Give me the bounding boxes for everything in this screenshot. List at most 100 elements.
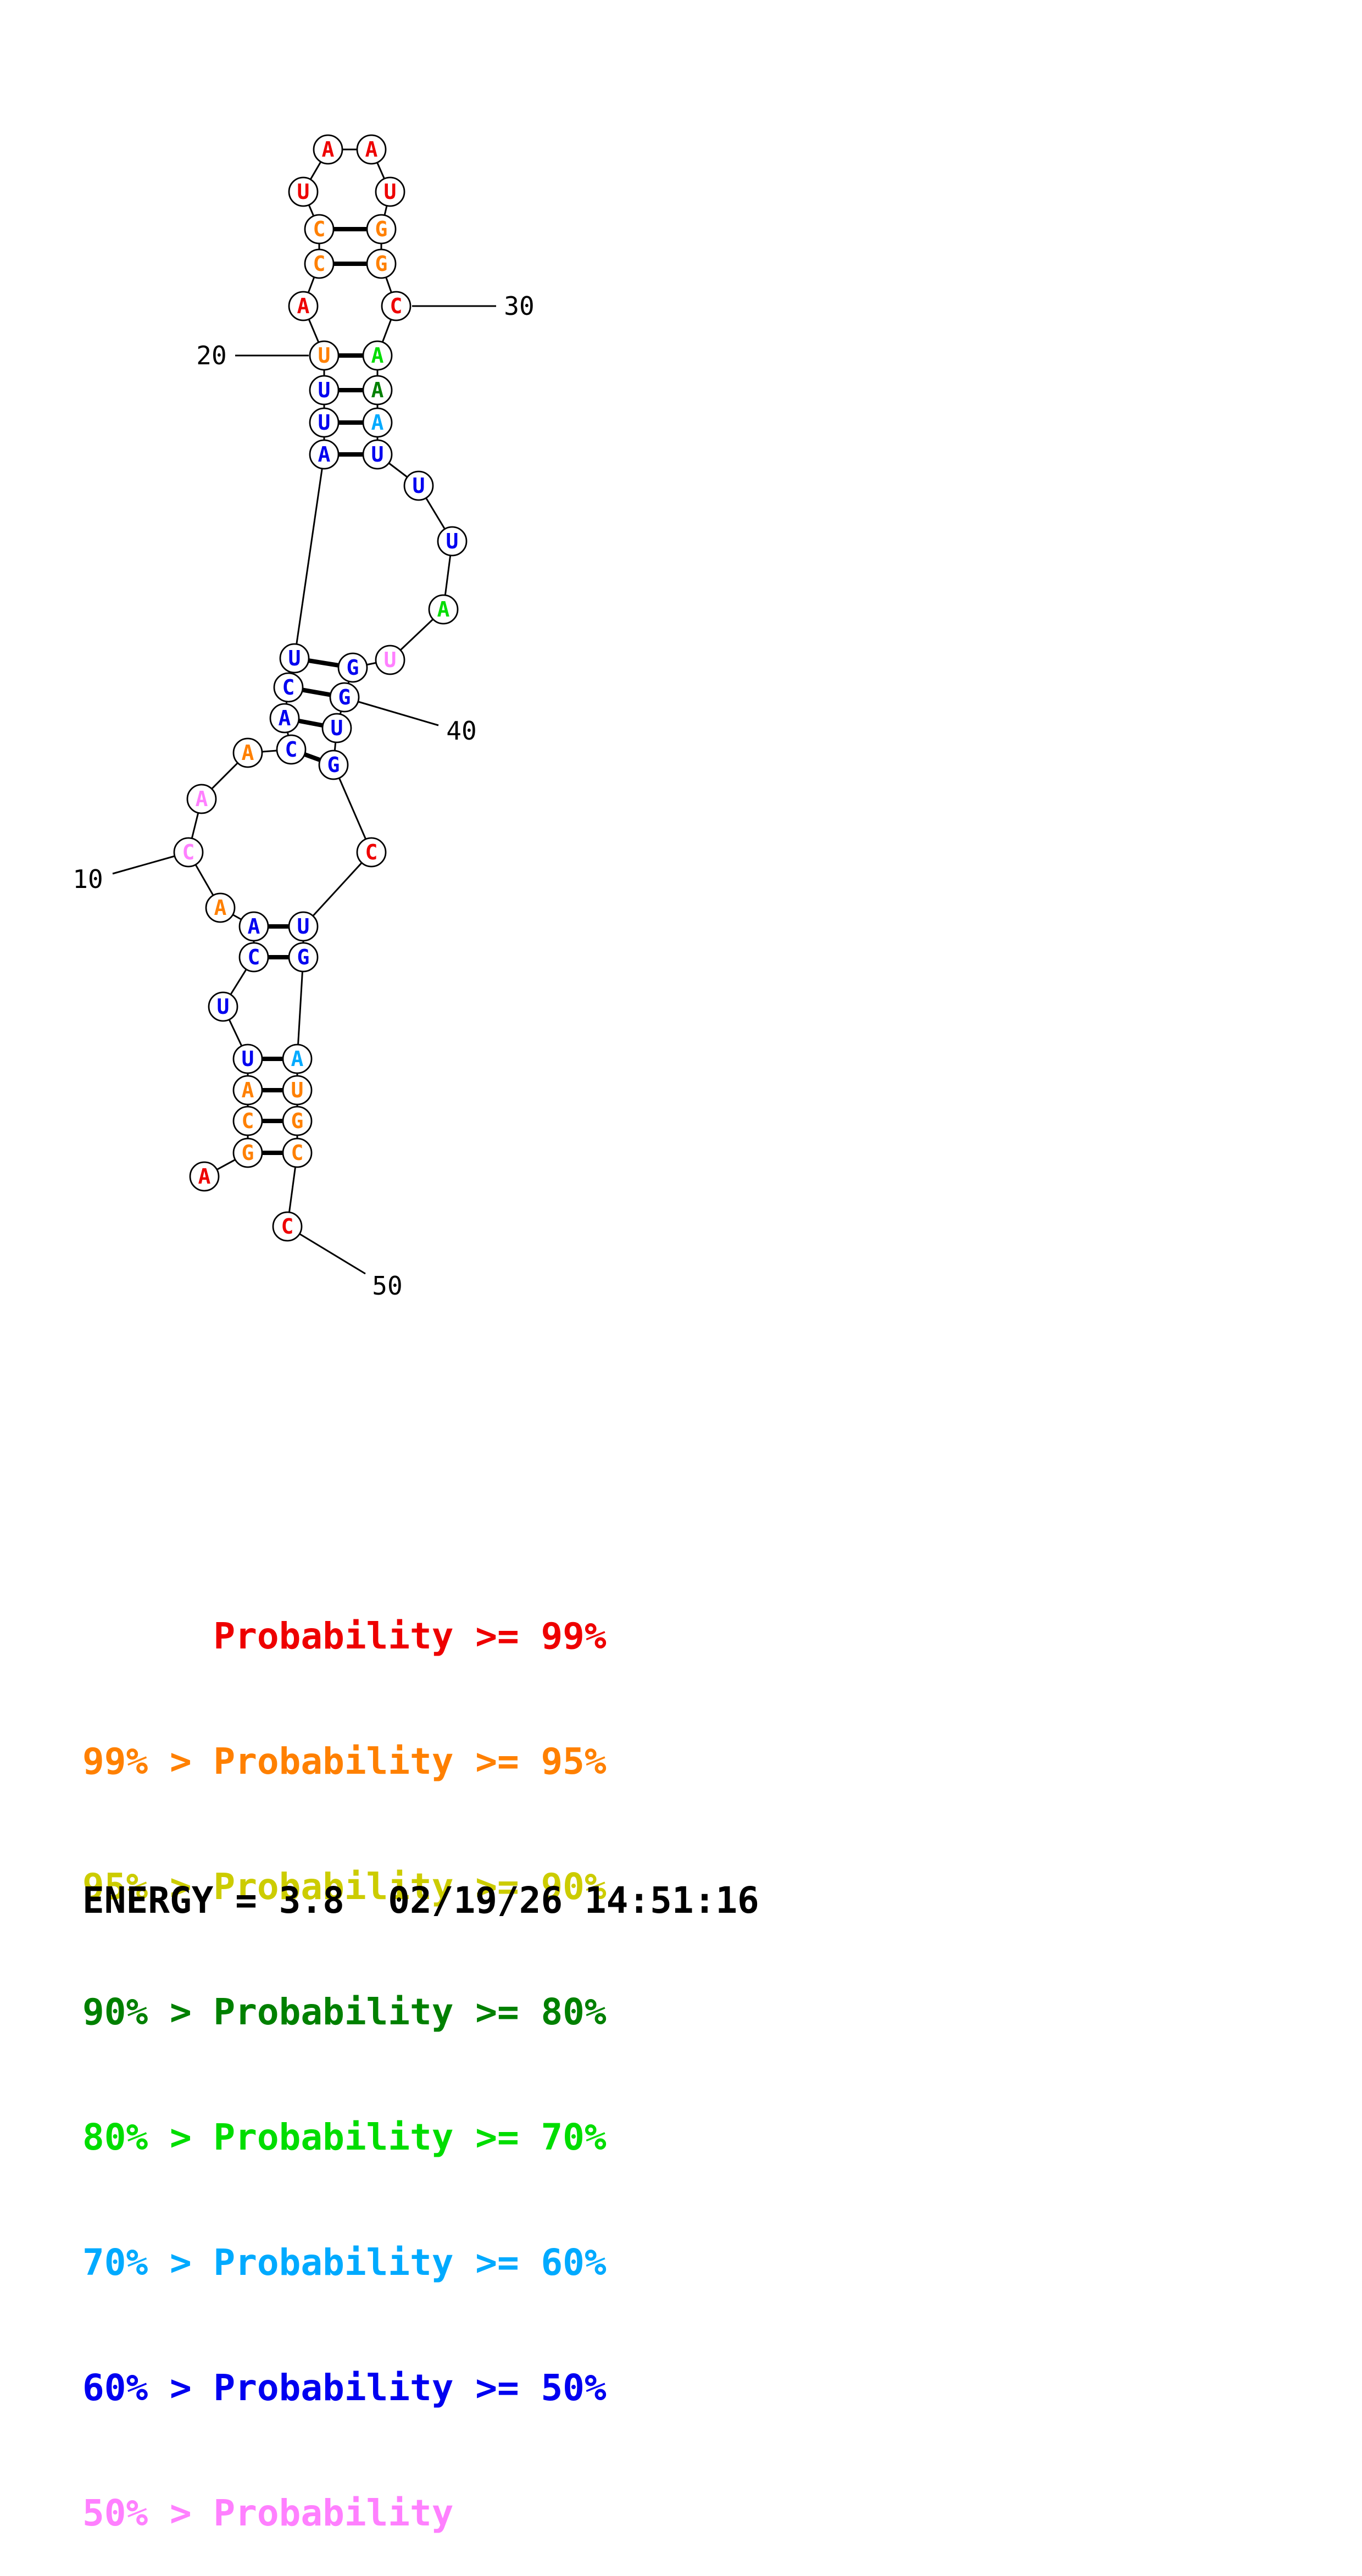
nucleotide-circle-16 (279, 643, 310, 674)
nucleotide-circle-8 (238, 911, 269, 942)
nucleotide-circle-13 (276, 734, 307, 765)
nucleotide-letter-34: U (371, 442, 384, 467)
nucleotide-letter-38: U (384, 648, 397, 672)
nucleotide-circle-12 (232, 737, 263, 768)
nucleotide-letter-18: U (318, 410, 331, 435)
backbone-line (296, 957, 304, 1059)
nucleotide-circle-5 (232, 1043, 263, 1074)
legend-entry-60: 70% > Probability >= 60% (82, 2241, 607, 2284)
nucleotide-circle-4 (232, 1075, 263, 1106)
nucleotide-letter-49: C (291, 1141, 304, 1165)
nucleotide-circle-49 (282, 1137, 313, 1168)
nucleotide-circle-48 (282, 1106, 313, 1136)
nucleotide-circle-25 (313, 134, 343, 165)
nucleotide-circle-22 (304, 248, 335, 279)
nucleotide-letter-13: C (285, 737, 298, 762)
nucleotide-circle-44 (288, 911, 319, 942)
nucleotide-letter-33: A (371, 410, 384, 435)
nucleotide-letter-16: U (288, 646, 301, 670)
nucleotide-letter-11: A (196, 787, 208, 811)
nucleotide-circle-23 (304, 214, 335, 245)
leader-line (112, 855, 175, 875)
backbone-line (293, 454, 325, 659)
nucleotide-letter-43: C (365, 840, 378, 864)
nucleotide-circle-18 (309, 407, 340, 438)
position-label-20: 20 (196, 341, 226, 370)
legend-entry-90: 95% > Probability >= 90% (82, 1866, 607, 1908)
nucleotide-letter-17: A (318, 442, 331, 467)
nucleotide-letter-8: A (248, 914, 260, 939)
nucleotide-circle-40 (329, 682, 360, 713)
nucleotide-circle-28 (366, 214, 397, 245)
nucleotide-circle-46 (282, 1043, 313, 1074)
nucleotide-letter-50: C (281, 1214, 294, 1239)
nucleotide-circle-10 (173, 837, 204, 868)
nucleotide-letter-19: U (318, 378, 331, 402)
nucleotide-circle-7 (238, 942, 269, 973)
nucleotide-letter-36: U (446, 529, 459, 553)
nucleotide-letter-44: U (297, 914, 310, 939)
nucleotide-circle-17 (309, 439, 340, 470)
nucleotide-circle-43 (356, 837, 387, 868)
nucleotide-circle-26 (356, 134, 387, 165)
nucleotide-letter-39: G (347, 656, 359, 680)
nucleotide-circle-20 (309, 340, 340, 371)
legend-entry-low: 50% > Probability (82, 2492, 454, 2534)
nucleotide-circle-30 (381, 291, 412, 321)
nucleotide-circle-50 (272, 1211, 303, 1242)
nucleotide-circle-31 (362, 340, 393, 371)
legend-entry-95: 99% > Probability >= 95% (82, 1740, 607, 1783)
nucleotide-circle-38 (375, 645, 405, 675)
nucleotide-letter-42: G (327, 753, 340, 777)
legend-entry-70: 80% > Probability >= 70% (82, 2116, 607, 2158)
backbone-line (302, 851, 373, 928)
nucleotide-letter-35: U (413, 474, 425, 498)
nucleotide-circle-41 (321, 713, 352, 743)
nucleotide-circle-42 (318, 750, 349, 780)
nucleotide-circle-32 (362, 375, 393, 406)
nucleotide-circle-33 (362, 407, 393, 438)
nucleotide-letter-2: G (242, 1141, 254, 1165)
nucleotide-circle-2 (232, 1137, 263, 1168)
nucleotide-circle-3 (232, 1106, 263, 1136)
leader-line (358, 701, 439, 726)
nucleotide-circle-21 (288, 291, 319, 321)
nucleotide-letter-24: U (297, 180, 310, 204)
nucleotide-circle-35 (403, 470, 434, 501)
leader-line (299, 1233, 366, 1275)
nucleotide-letter-21: A (297, 294, 310, 318)
nucleotide-letter-22: C (313, 252, 326, 276)
energy-footer: ENERGY = 3.8 02/19/26 14:51:16 (82, 1879, 759, 1922)
nucleotide-letter-1: A (198, 1164, 211, 1189)
nucleotide-circle-37 (428, 594, 459, 625)
nucleotide-circle-36 (437, 526, 468, 557)
nucleotide-circle-24 (288, 176, 319, 207)
nucleotide-letter-41: U (331, 716, 343, 740)
nucleotide-circle-47 (282, 1075, 313, 1106)
nucleotide-letter-27: U (384, 180, 397, 204)
legend-entry-99: Probability >= 99% (82, 1615, 607, 1657)
nucleotide-circle-45 (288, 942, 319, 973)
position-label-50: 50 (372, 1271, 402, 1301)
nucleotide-circle-29 (366, 248, 397, 279)
nucleotide-letter-40: G (338, 685, 351, 709)
legend-entry-80: 90% > Probability >= 80% (82, 1991, 607, 2033)
nucleotide-circle-14 (269, 703, 300, 734)
nucleotide-letter-46: A (291, 1047, 304, 1071)
nucleotide-letter-12: A (242, 741, 254, 765)
nucleotide-letter-47: U (291, 1078, 304, 1102)
nucleotide-letter-14: A (279, 706, 291, 730)
nucleotide-letter-23: C (313, 217, 326, 241)
nucleotide-letter-37: A (437, 597, 450, 621)
nucleotide-letter-28: G (375, 217, 388, 241)
nucleotide-circle-19 (309, 375, 340, 406)
nucleotide-letter-9: A (214, 896, 227, 920)
nucleotide-circle-1 (189, 1161, 220, 1192)
nucleotide-letter-30: C (390, 294, 403, 318)
nucleotide-circle-15 (273, 672, 304, 703)
nucleotide-letter-31: A (371, 343, 384, 368)
nucleotide-letter-25: A (322, 137, 335, 162)
nucleotide-letter-4: A (242, 1078, 254, 1102)
nucleotide-letter-29: G (375, 252, 388, 276)
